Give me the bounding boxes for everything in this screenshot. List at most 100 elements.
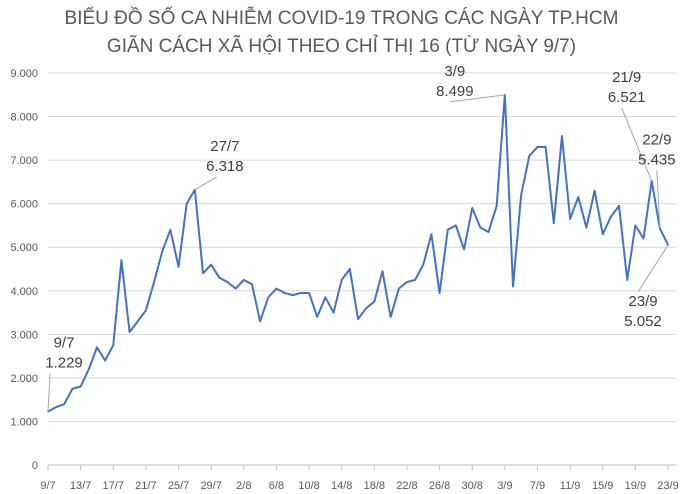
annotation-value: 1.229 <box>45 354 83 371</box>
x-tick-label: 11/9 <box>560 480 581 492</box>
data-point <box>520 194 522 196</box>
x-tick-label: 18/8 <box>364 480 385 492</box>
annotation-leader <box>47 373 51 412</box>
data-point <box>267 296 270 299</box>
data-point <box>169 229 172 231</box>
chart-title-line1: BIỂU ĐỒ SỐ CA NHIỄM COVID-19 TRONG CÁC N… <box>64 8 619 29</box>
data-point <box>120 259 123 262</box>
data-point <box>145 309 147 312</box>
data-point <box>55 406 57 408</box>
annotation-leader <box>449 94 505 103</box>
annotation-leader <box>656 170 661 229</box>
data-point <box>112 344 115 347</box>
x-tick-label: 25/7 <box>168 480 189 492</box>
data-point <box>128 331 131 333</box>
annotation-date: 22/9 <box>642 131 671 148</box>
annotation-leader <box>637 244 669 293</box>
x-tick-label: 7/9 <box>530 480 545 492</box>
y-tick-label: 6.000 <box>10 199 38 211</box>
data-point <box>406 281 408 283</box>
data-point <box>552 222 555 225</box>
x-tick-label: 9/7 <box>40 480 55 492</box>
data-point <box>349 268 351 270</box>
x-tick-label: 6/8 <box>269 480 284 492</box>
data-point <box>251 283 253 286</box>
data-point <box>495 205 498 207</box>
data-point <box>153 281 155 283</box>
x-tick-label: 10/8 <box>298 480 319 492</box>
data-point <box>161 250 164 253</box>
data-point <box>626 279 629 281</box>
data-point <box>544 146 547 148</box>
data-point <box>242 279 245 281</box>
data-point <box>642 237 645 240</box>
data-point <box>96 346 98 349</box>
data-point <box>446 229 449 231</box>
data-point <box>234 287 237 290</box>
data-point <box>487 231 490 233</box>
data-point <box>275 287 278 290</box>
y-tick-label: 1.000 <box>10 416 38 428</box>
data-point <box>63 403 66 405</box>
data-point <box>455 224 457 227</box>
annotation-value: 8.499 <box>436 83 474 100</box>
annotation-date: 27/7 <box>210 138 239 155</box>
data-point <box>185 202 188 205</box>
data-point <box>610 215 612 218</box>
data-point <box>438 292 441 294</box>
data-point <box>414 279 416 281</box>
y-tick-label: 0 <box>32 460 38 472</box>
data-point <box>259 320 261 323</box>
data-point <box>536 146 539 148</box>
annotation-leader <box>621 107 653 182</box>
data-point <box>528 154 531 157</box>
data-point <box>210 263 212 266</box>
data-point <box>512 285 514 288</box>
data-point <box>373 300 376 303</box>
y-tick-label: 5.000 <box>10 242 38 254</box>
data-point <box>300 292 302 294</box>
annotation-value: 6.318 <box>206 158 244 175</box>
chart-title-line2: GIÃN CÁCH XÃ HỘI THEO CHỈ THỊ 16 (TỪ NGÀ… <box>106 36 577 57</box>
data-point <box>479 226 482 229</box>
data-point <box>218 276 221 279</box>
data-point <box>569 218 571 220</box>
y-tick-label: 8.000 <box>10 112 38 124</box>
y-tick-label: 7.000 <box>10 155 38 167</box>
annotation-date: 9/7 <box>54 334 75 351</box>
data-point <box>422 263 425 266</box>
y-tick-label: 2.000 <box>10 373 38 385</box>
data-point <box>471 207 474 209</box>
annotation-value: 5.052 <box>624 313 662 330</box>
data-point <box>381 270 384 272</box>
data-point <box>430 233 433 235</box>
series-line <box>47 93 669 413</box>
x-tick-label: 19/9 <box>625 480 646 492</box>
annotation-date: 21/9 <box>612 69 641 86</box>
data-point <box>389 316 392 318</box>
x-tick-label: 22/8 <box>396 480 417 492</box>
y-tick-label: 3.000 <box>10 329 38 341</box>
data-point <box>226 281 229 283</box>
annotation-value: 5.435 <box>638 151 676 168</box>
data-point <box>308 292 310 294</box>
data-point <box>601 233 604 235</box>
annotation-value: 6.521 <box>608 89 646 106</box>
x-tick-label: 17/7 <box>103 480 124 492</box>
data-point <box>585 226 588 229</box>
data-point <box>340 279 343 281</box>
data-point <box>283 292 286 294</box>
data-point <box>136 320 139 323</box>
data-point <box>634 224 637 227</box>
x-tick-label: 23/9 <box>657 480 678 492</box>
annotation-leader <box>194 176 218 191</box>
data-point <box>593 189 596 192</box>
data-point <box>365 307 367 310</box>
x-tick-label: 2/8 <box>236 480 251 492</box>
data-point <box>316 316 319 318</box>
annotation-date: 3/9 <box>444 63 465 80</box>
data-point <box>71 387 74 390</box>
data-point <box>618 205 620 207</box>
